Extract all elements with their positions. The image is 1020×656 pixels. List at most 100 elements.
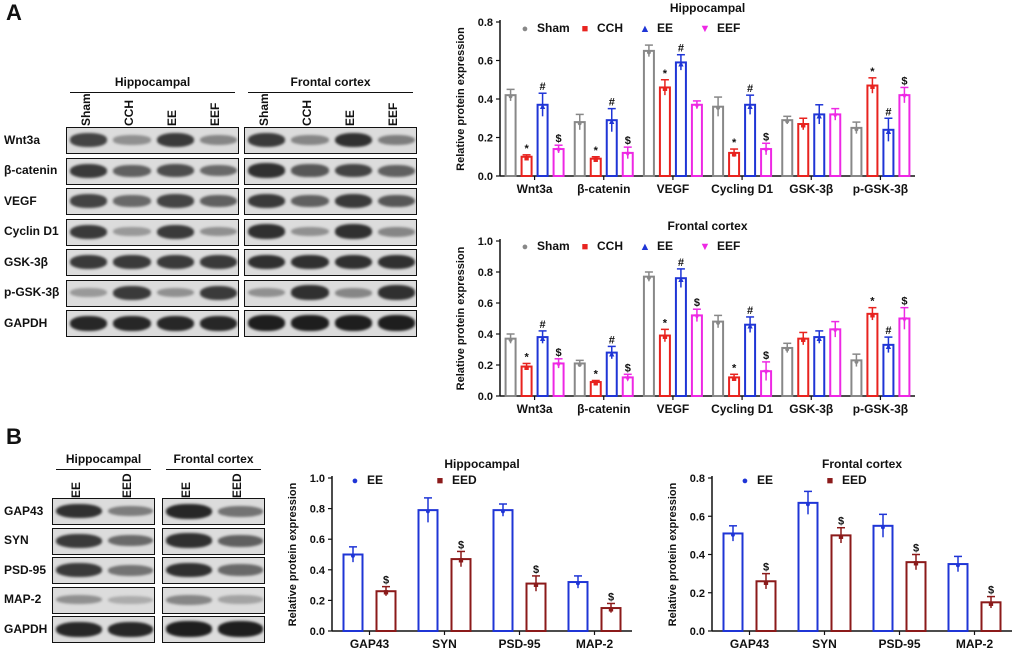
significance-mark: $: [383, 575, 389, 587]
data-point-marker: ▼: [623, 373, 632, 383]
protein-band: [199, 285, 237, 300]
data-point-marker: ●: [500, 506, 505, 516]
data-point-marker: ▼: [900, 91, 909, 101]
lane-label: CCH: [299, 100, 314, 126]
bar: [722, 532, 744, 632]
bar: [504, 337, 517, 397]
data-point-marker: ▲: [884, 126, 893, 136]
data-point-marker: ▲: [746, 321, 755, 331]
y-tick-label: 0.8: [478, 267, 493, 279]
bar: [898, 317, 911, 397]
data-point-marker: ■: [801, 335, 806, 345]
significance-mark: *: [663, 68, 668, 80]
data-point-marker: ●: [508, 335, 513, 345]
blot-group-underline: [166, 469, 261, 470]
protein-band: [156, 164, 194, 177]
x-tick-label: GAP43: [730, 637, 770, 651]
protein-band: [248, 163, 286, 178]
significance-mark: $: [625, 362, 631, 374]
protein-band: [113, 195, 151, 207]
lane-label: Sham: [256, 93, 271, 126]
protein-band: [166, 503, 212, 519]
data-point-marker: ●: [854, 356, 859, 366]
data-point-marker: ■: [870, 82, 875, 92]
protein-band: [70, 288, 108, 297]
x-tick-label: Wnt3a: [517, 182, 553, 196]
bar: [744, 323, 757, 397]
data-point-marker: ■: [763, 577, 768, 587]
bar: [417, 509, 439, 633]
data-point-marker: ■: [988, 598, 993, 608]
protein-band: [56, 503, 102, 519]
x-tick-label: VEGF: [657, 402, 690, 416]
x-tick-label: PSD-95: [498, 637, 540, 651]
data-point-marker: ■: [870, 310, 875, 320]
protein-band: [199, 195, 237, 207]
bar: [866, 84, 879, 177]
lane-label: EE: [178, 481, 193, 498]
protein-band: [70, 255, 108, 269]
legend-marker: ▼: [700, 23, 711, 35]
data-point-marker: ●: [715, 103, 720, 113]
data-point-marker: ■: [731, 373, 736, 383]
protein-band: [377, 285, 415, 300]
bar: [504, 94, 517, 177]
significance-mark: *: [594, 145, 599, 157]
legend-label: EEF: [717, 239, 740, 253]
blot-strip: [244, 127, 417, 154]
bar: [674, 61, 687, 177]
protein-band: [217, 621, 263, 637]
x-tick-label: GSK-3β: [789, 182, 833, 196]
protein-band: [113, 315, 151, 331]
y-tick-label: 1.0: [310, 473, 325, 485]
chart-title: Hippocampal: [444, 457, 519, 471]
data-point-marker: ■: [524, 363, 529, 373]
significance-mark: #: [885, 106, 891, 118]
blot-row-label: VEGF: [4, 193, 37, 208]
protein-band: [56, 533, 102, 548]
chart-title: Frontal cortex: [822, 457, 902, 471]
significance-mark: $: [901, 296, 907, 308]
data-point-marker: ■: [383, 587, 388, 597]
blot-strip: [66, 127, 239, 154]
protein-band: [56, 594, 102, 605]
bar: [744, 103, 757, 177]
x-tick-label: Cycling D1: [711, 182, 773, 196]
data-point-marker: ▲: [884, 341, 893, 351]
data-point-marker: ▲: [676, 58, 685, 68]
protein-band: [70, 224, 108, 239]
legend-label: EED: [452, 473, 477, 487]
data-point-marker: ▲: [607, 116, 616, 126]
chart-frontal-cortex-panel-b: Frontal cortex Relative protein expressio…: [667, 457, 1012, 651]
data-point-marker: ▼: [692, 101, 701, 111]
bar: [690, 314, 703, 397]
y-tick-label: 0.8: [478, 17, 493, 29]
protein-band: [107, 621, 153, 637]
data-point-marker: ▲: [815, 110, 824, 120]
y-axis-label: Relative protein expression: [287, 482, 299, 626]
protein-band: [377, 226, 415, 237]
blot-strip: [244, 310, 417, 337]
y-tick-label: 0.8: [310, 504, 325, 516]
bar: [492, 509, 514, 633]
bar: [829, 113, 842, 177]
protein-band: [70, 133, 108, 147]
protein-band: [199, 164, 237, 177]
y-tick-label: 0.6: [310, 534, 325, 546]
data-point-marker: ■: [458, 555, 463, 565]
x-tick-label: β-catenin: [577, 402, 630, 416]
data-point-marker: ▲: [746, 101, 755, 111]
blot-strip: [66, 218, 239, 246]
y-tick-label: 0.6: [478, 56, 493, 68]
protein-band: [70, 163, 108, 178]
panel-b-label: B: [6, 424, 22, 449]
significance-mark: #: [540, 81, 546, 93]
bar: [813, 336, 826, 397]
x-tick-label: GAP43: [350, 637, 390, 651]
protein-band: [107, 534, 153, 547]
data-point-marker: ▲: [538, 333, 547, 343]
blot-strip: [52, 616, 155, 643]
significance-mark: $: [763, 131, 769, 143]
legend-label: Sham: [537, 239, 570, 253]
protein-band: [291, 315, 329, 331]
